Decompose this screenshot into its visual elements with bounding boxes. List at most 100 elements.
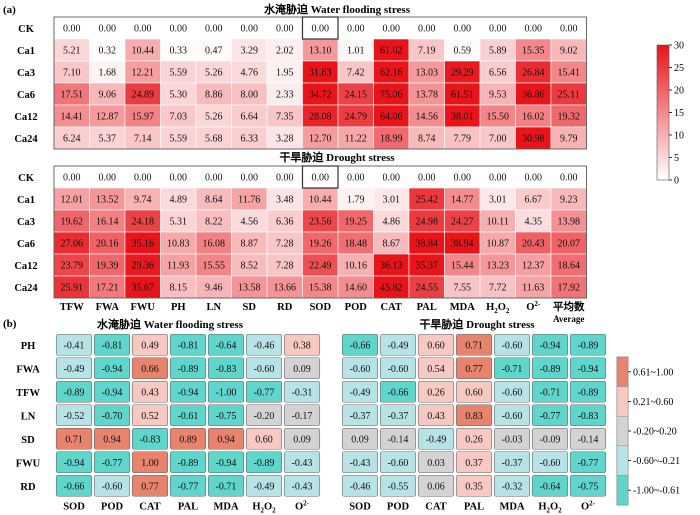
cell-value: 0.00 [63, 24, 81, 35]
corr-cell [245, 357, 283, 380]
legend-swatch [616, 416, 629, 447]
cell-value: 7.72 [489, 283, 507, 294]
cell-value: 0.00 [99, 173, 117, 184]
corr-value: -0.55 [388, 481, 409, 492]
corr-value: 0.60 [465, 387, 483, 398]
cell-value: 0.00 [170, 24, 188, 35]
cell-value: 16.08 [203, 239, 226, 250]
corr-cell [455, 357, 493, 380]
corr-cell [207, 474, 245, 497]
corr-value: 0.83 [465, 411, 483, 422]
corr-cell [169, 451, 207, 474]
cell-value: 18.48 [345, 239, 368, 250]
row-label-ck: CK [18, 173, 35, 184]
col-label-ln: LN [206, 302, 221, 313]
corr-row-label-rd: RD [20, 482, 36, 493]
cell-value: 17.21 [96, 283, 119, 294]
cell-value: 0.00 [63, 173, 81, 184]
cell-value: 29.36 [132, 261, 155, 272]
colorbar: 0 5 10 15 20 25 30 [656, 41, 684, 187]
corr-cell [493, 380, 531, 403]
legend-label: -0.20~0.20 [633, 427, 677, 438]
corr-cell [455, 427, 493, 450]
cell-value: 0.00 [383, 173, 401, 184]
corr-cell [341, 427, 379, 450]
cell-value: 0.00 [276, 173, 294, 184]
corr-cell [93, 380, 131, 403]
cell-value: 19.62 [61, 217, 84, 228]
cell-value: 38.84 [416, 239, 439, 250]
col-label-mda: MDA [450, 302, 475, 313]
corr-cell [341, 380, 379, 403]
cell-value: 0.32 [99, 46, 117, 57]
corr-value: -0.60 [502, 340, 523, 351]
cell-value: 5.89 [489, 46, 507, 57]
cell-value: 24.55 [416, 283, 439, 294]
corr-cell [131, 427, 169, 450]
cell-value: 3.01 [383, 195, 401, 206]
corr-col-label-h2o2: H2O2 [538, 502, 562, 515]
corr-value: -0.66 [388, 387, 409, 398]
corr-cell [283, 427, 321, 450]
corr-cell [55, 404, 93, 427]
corr-value: -0.64 [216, 340, 237, 351]
cell-value: 13.03 [416, 68, 439, 79]
corr-value: -0.32 [502, 481, 523, 492]
cell-value: 7.35 [276, 112, 294, 123]
cell-value: 7.79 [454, 134, 472, 145]
corr-value: 0.37 [465, 458, 483, 469]
flooding-correlation-heatmap: PH -0.41 -0.81 0.49 -0.81 -0.64 -0.46 0.38 FWA -0… [16, 333, 321, 515]
corr-cell [569, 357, 607, 380]
col-label-ph: PH [171, 302, 186, 313]
legend-label: 0.21~0.60 [633, 397, 673, 408]
legend-swatch [616, 356, 629, 387]
corr-col-label-pal: PAL [464, 502, 484, 513]
corr-value: -0.71 [540, 387, 561, 398]
col-label-sod: SOD [309, 302, 331, 313]
cell-value: 7.14 [134, 134, 152, 145]
cell-value: 8.00 [241, 90, 259, 101]
corr-row-label-fwa: FWA [16, 364, 40, 375]
flooding-heatmap-title: 水淹胁迫 Water flooding stress [264, 2, 411, 16]
cell-value: 16.14 [96, 217, 119, 228]
cell-value: 7.19 [418, 46, 436, 57]
corr-value: -0.60 [388, 364, 409, 375]
corr-cell [169, 357, 207, 380]
cell-value: 5.26 [205, 112, 223, 123]
cell-value: 0.00 [276, 24, 294, 35]
cell-value: 5.59 [170, 134, 188, 145]
cell-value: 75.06 [380, 90, 403, 101]
cell-value: 4.35 [525, 217, 543, 228]
corr-cell [169, 404, 207, 427]
corr-cell [245, 380, 283, 403]
corr-cell [379, 380, 417, 403]
cell-value: 7.28 [276, 261, 294, 272]
cell-value: 10.44 [132, 46, 155, 57]
corr-value: 0.89 [179, 434, 197, 445]
cell-value: 0.00 [454, 24, 472, 35]
cell-value: 12.70 [309, 134, 332, 145]
corr-value: 0.66 [141, 364, 159, 375]
corr-cell [93, 474, 131, 497]
cell-value: 1.68 [99, 68, 117, 79]
cell-value: 22.49 [309, 261, 332, 272]
corr-value: -0.77 [102, 458, 123, 469]
cell-value: 13.98 [558, 217, 581, 228]
cell-value: 45.82 [380, 283, 403, 294]
corr-value: -0.46 [350, 481, 371, 492]
cell-value: 1.01 [347, 46, 365, 57]
panel-a-label: (a) [3, 4, 16, 16]
cell-value: 7.55 [454, 283, 472, 294]
corr-cell [417, 404, 455, 427]
corr-row-label-sd: SD [21, 435, 35, 446]
corr-value: -0.14 [388, 434, 409, 445]
corr-value: -0.75 [578, 481, 599, 492]
cell-value: 19.32 [558, 112, 581, 123]
cell-value: 1.95 [276, 68, 294, 79]
cell-value: 8.52 [241, 261, 259, 272]
cell-value: 62.16 [380, 68, 403, 79]
corr-value: -0.83 [216, 364, 237, 375]
corr-value: -0.49 [388, 340, 409, 351]
col-label-sd: SD [243, 302, 257, 313]
cell-value: 0.33 [170, 46, 188, 57]
